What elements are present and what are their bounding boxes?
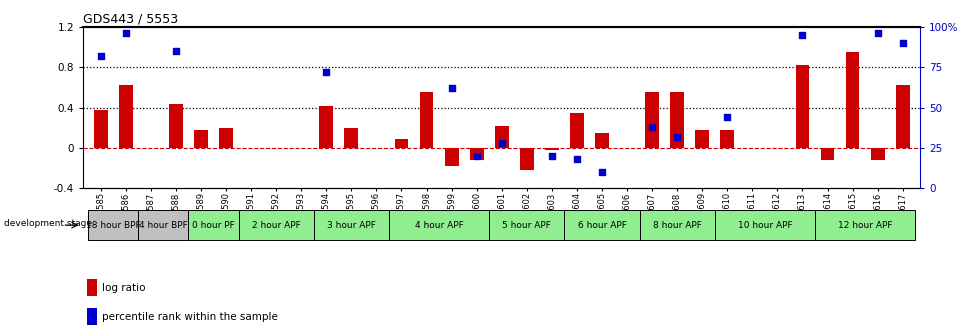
Bar xyxy=(189,210,239,240)
Bar xyxy=(895,85,909,148)
Text: 0 hour PF: 0 hour PF xyxy=(192,221,235,229)
Bar xyxy=(814,210,914,240)
Bar xyxy=(319,106,333,148)
Point xyxy=(794,32,810,38)
Text: 8 hour APF: 8 hour APF xyxy=(652,221,701,229)
Bar xyxy=(118,85,133,148)
Text: 4 hour APF: 4 hour APF xyxy=(415,221,463,229)
Bar xyxy=(563,210,639,240)
Point xyxy=(468,153,484,159)
Bar xyxy=(519,148,533,170)
Bar xyxy=(694,130,708,148)
Text: 4 hour BPF: 4 hour BPF xyxy=(139,221,188,229)
Bar xyxy=(88,210,138,240)
Point xyxy=(894,40,910,46)
Bar xyxy=(388,210,489,240)
Text: 18 hour BPF: 18 hour BPF xyxy=(86,221,141,229)
Bar xyxy=(314,210,388,240)
Point xyxy=(168,48,184,54)
Bar xyxy=(795,65,809,148)
Bar xyxy=(845,52,859,148)
Text: 10 hour APF: 10 hour APF xyxy=(736,221,791,229)
Text: GDS443 / 5553: GDS443 / 5553 xyxy=(83,13,178,26)
Text: percentile rank within the sample: percentile rank within the sample xyxy=(102,312,277,322)
Text: 12 hour APF: 12 hour APF xyxy=(837,221,892,229)
Bar xyxy=(639,210,714,240)
Bar xyxy=(87,280,98,296)
Bar xyxy=(444,148,458,166)
Point xyxy=(318,69,333,75)
Bar xyxy=(720,130,734,148)
Bar xyxy=(545,148,558,150)
Bar xyxy=(569,113,583,148)
Bar xyxy=(219,128,233,148)
Bar xyxy=(344,128,358,148)
Point xyxy=(568,157,584,162)
Bar xyxy=(670,92,684,148)
Bar xyxy=(489,210,563,240)
Text: 6 hour APF: 6 hour APF xyxy=(577,221,626,229)
Bar xyxy=(239,210,314,240)
Bar xyxy=(194,130,207,148)
Point xyxy=(719,115,734,120)
Point xyxy=(594,169,609,175)
Bar xyxy=(595,133,608,148)
Text: 2 hour APF: 2 hour APF xyxy=(251,221,300,229)
Point xyxy=(443,85,459,91)
Bar xyxy=(645,92,658,148)
Bar xyxy=(714,210,814,240)
Text: development stage: development stage xyxy=(4,219,92,228)
Text: 5 hour APF: 5 hour APF xyxy=(502,221,551,229)
Text: 3 hour APF: 3 hour APF xyxy=(327,221,376,229)
Point xyxy=(118,31,134,36)
Bar xyxy=(469,148,483,160)
Bar xyxy=(420,92,433,148)
Text: log ratio: log ratio xyxy=(102,283,145,293)
Point xyxy=(544,153,559,159)
Bar xyxy=(820,148,833,160)
Point xyxy=(868,31,884,36)
Point xyxy=(493,140,509,146)
Bar xyxy=(138,210,189,240)
Point xyxy=(669,134,685,139)
Point xyxy=(93,53,109,58)
Bar xyxy=(869,148,884,160)
Point xyxy=(644,124,659,130)
Bar xyxy=(494,126,509,148)
Bar xyxy=(169,104,183,148)
Bar xyxy=(94,110,108,148)
Bar xyxy=(87,308,98,325)
Bar xyxy=(394,139,408,148)
